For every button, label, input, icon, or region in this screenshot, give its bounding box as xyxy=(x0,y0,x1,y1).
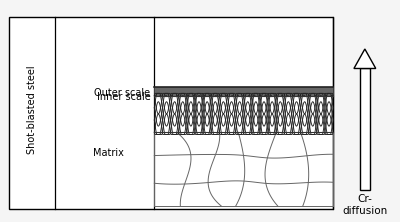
Text: Inner scale: Inner scale xyxy=(96,92,150,102)
Text: Outer scale: Outer scale xyxy=(94,88,150,98)
Text: Matrix: Matrix xyxy=(93,148,124,158)
Bar xyxy=(9,16,333,209)
Bar xyxy=(154,87,333,95)
Bar xyxy=(360,68,370,190)
Polygon shape xyxy=(354,49,376,68)
Text: Shot-blasted steel: Shot-blasted steel xyxy=(27,65,37,154)
Text: Cr-
diffusion: Cr- diffusion xyxy=(342,194,388,216)
